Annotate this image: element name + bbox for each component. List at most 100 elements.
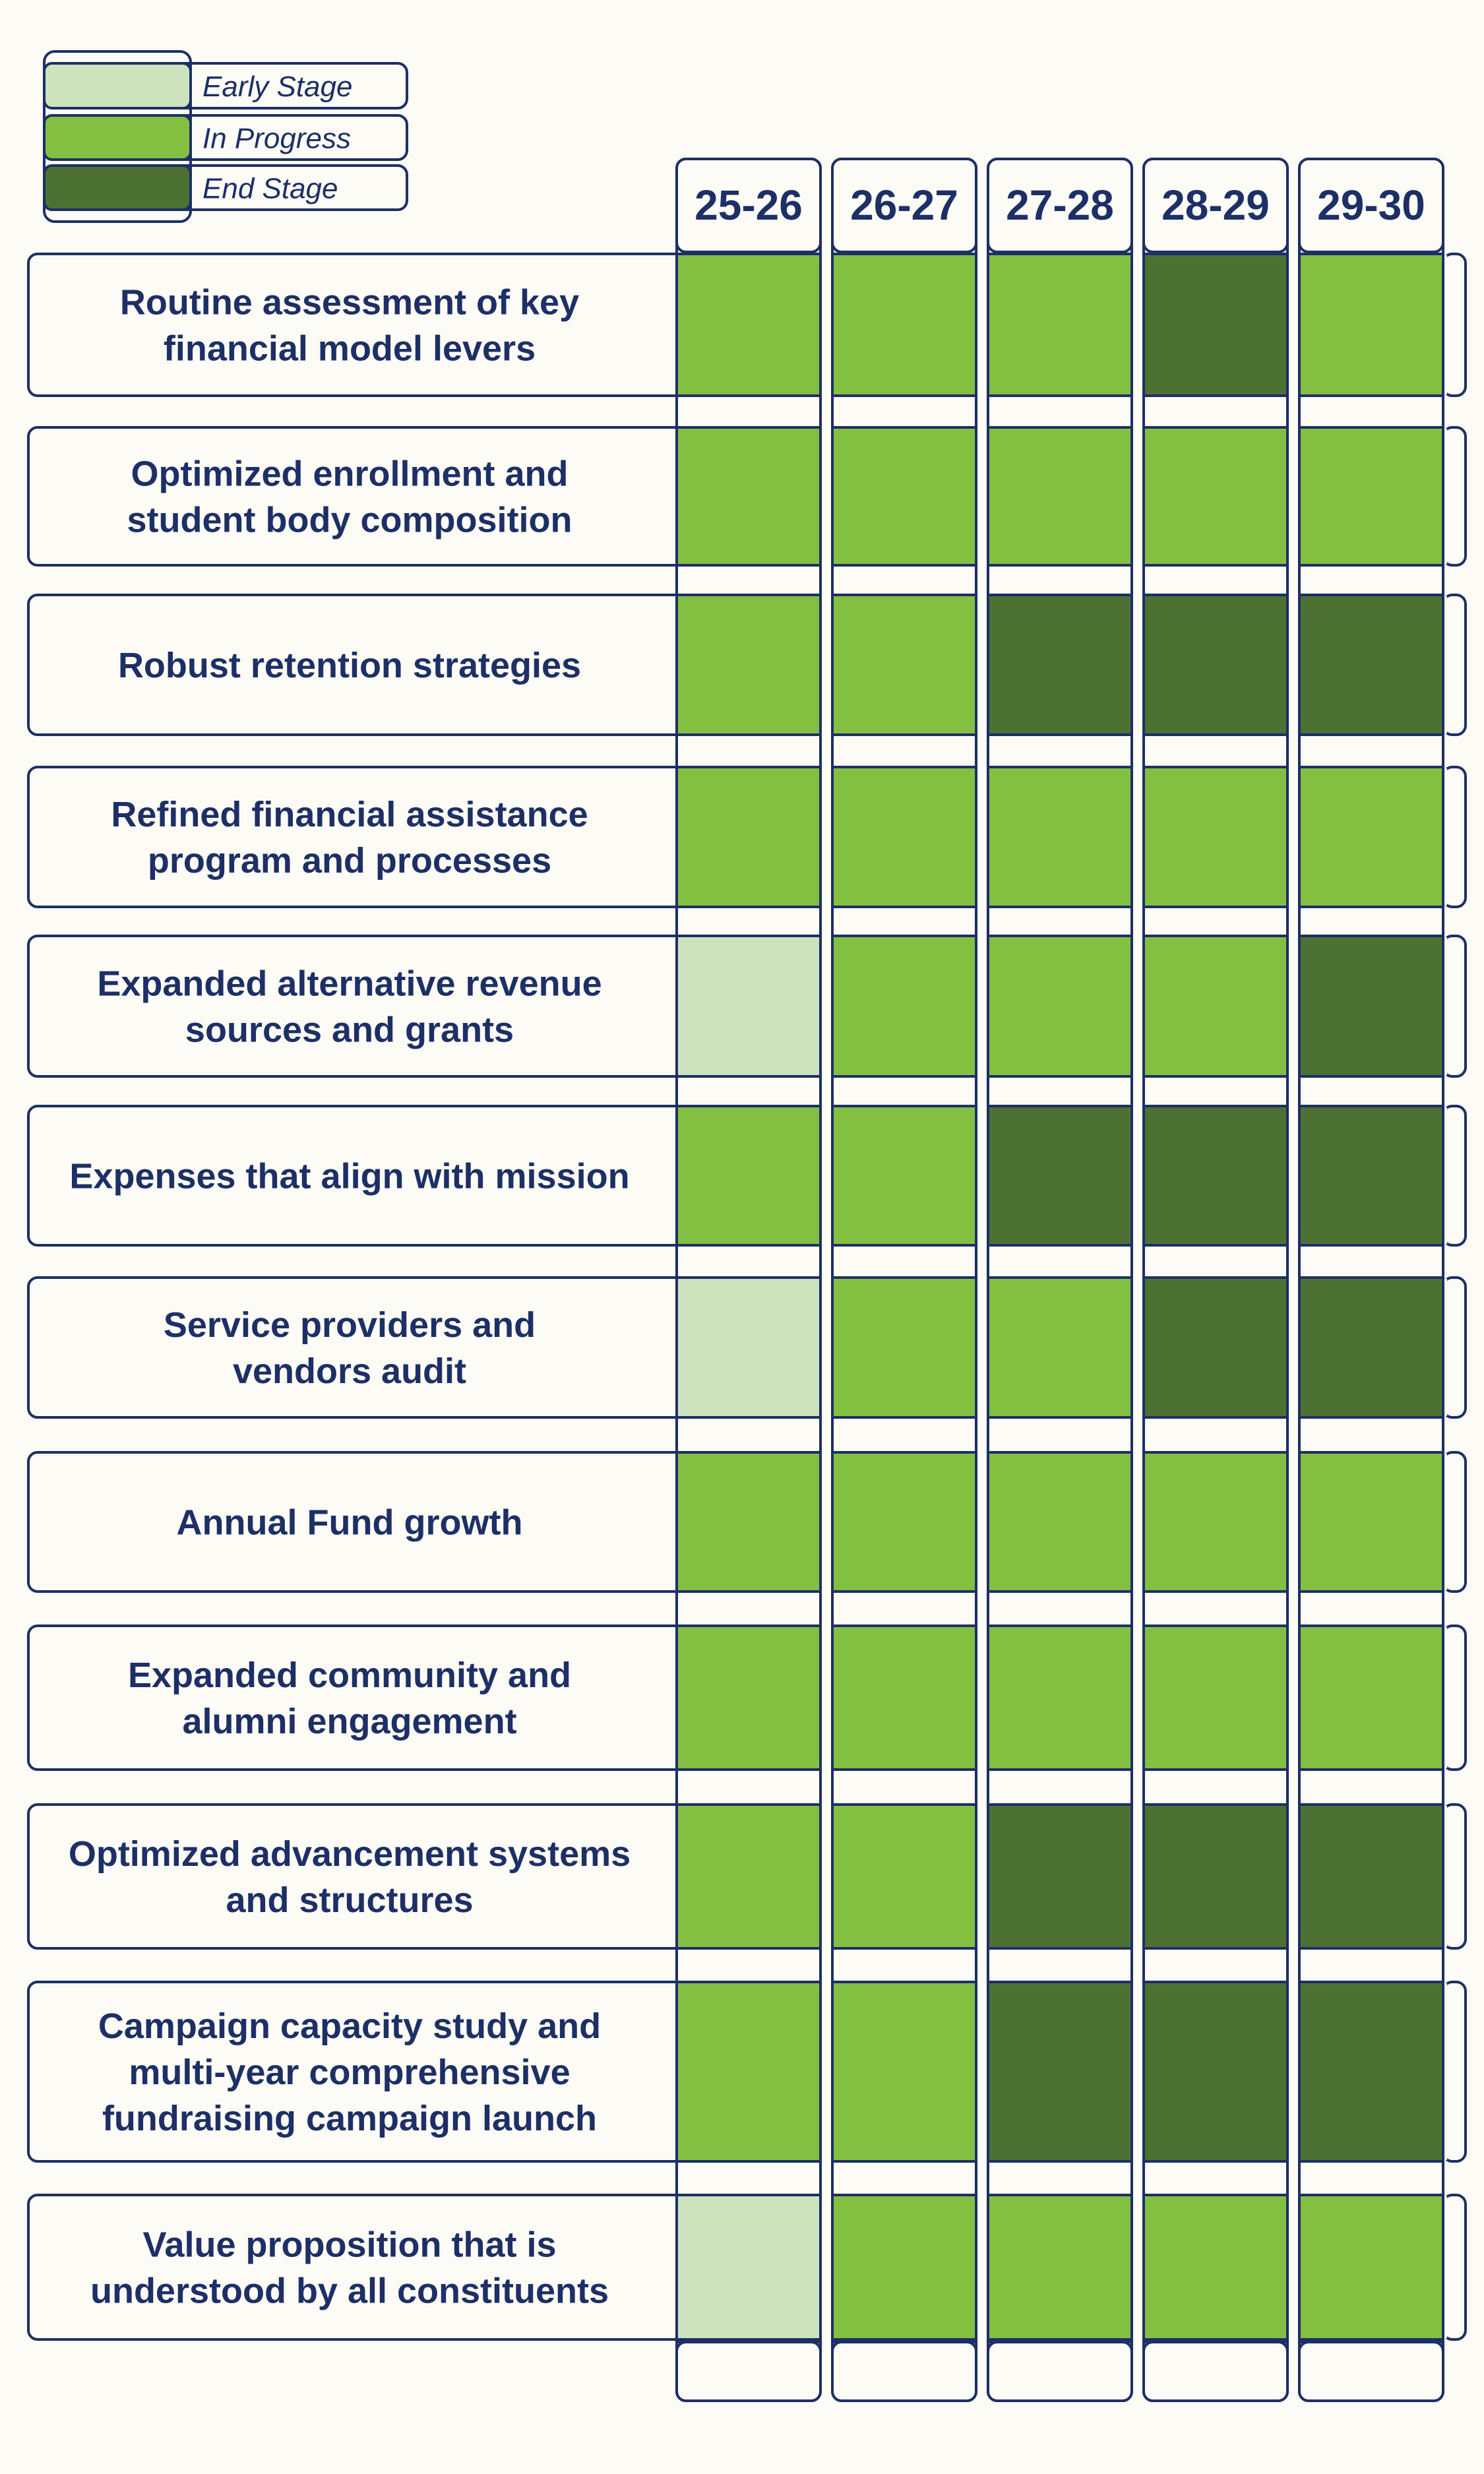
stage-cell-progress xyxy=(831,1803,977,1950)
legend-label-progress: In Progress xyxy=(202,123,351,155)
row-gap-cell xyxy=(675,394,822,429)
row-gap-cell xyxy=(987,906,1133,937)
stage-cell-end xyxy=(1142,1105,1289,1247)
stage-cell-end xyxy=(987,594,1133,736)
row-gap-cell xyxy=(1142,1075,1289,1107)
stage-cell-progress xyxy=(1142,935,1289,1078)
row-gap-cell xyxy=(1142,394,1289,429)
stage-cell-end xyxy=(1142,594,1289,736)
stage-cell-end xyxy=(1142,1276,1289,1419)
stage-cell-progress xyxy=(831,766,977,908)
stage-cell-end xyxy=(1298,1803,1444,1950)
row-gap-cell xyxy=(1298,1075,1444,1107)
row-gap-cell xyxy=(987,1947,1133,1983)
initiative-label-line: program and processes xyxy=(148,841,551,881)
initiative-label-line: multi-year comprehensive xyxy=(129,2053,570,2092)
row-gap-cell xyxy=(1298,1947,1444,1983)
stage-cell-progress xyxy=(1298,253,1444,397)
column-header-cell-26-27 xyxy=(831,158,977,253)
row-gap-cell xyxy=(675,1768,822,1806)
row-gap-cell xyxy=(1142,1244,1289,1279)
stage-cell-early xyxy=(675,1276,822,1419)
initiative-label-box xyxy=(27,1624,718,1771)
row-gap-cell xyxy=(831,1947,977,1983)
row-gap-cell xyxy=(675,733,822,768)
stage-cell-progress xyxy=(675,1105,822,1247)
stage-cell-end xyxy=(1298,1105,1444,1247)
stage-cell-end xyxy=(1142,1803,1289,1950)
row-gap-cell xyxy=(987,1416,1133,1454)
stage-cell-end xyxy=(1298,1981,1444,2163)
stage-cell-progress xyxy=(987,253,1133,397)
stage-cell-progress xyxy=(987,1624,1133,1771)
row-gap-cell xyxy=(987,1075,1133,1107)
row-gap-cell xyxy=(987,1768,1133,1806)
stage-cell-progress xyxy=(831,253,977,397)
initiative-row-5: Expanded alternative revenue sources and … xyxy=(27,935,1467,1078)
initiative-row-11: Campaign capacity study and multi-year co… xyxy=(27,1981,1467,2163)
stage-cell-progress xyxy=(987,426,1133,567)
row-gap-cell xyxy=(1298,1590,1444,1627)
initiative-row-12: Value proposition that is understood by a… xyxy=(27,2194,1467,2341)
legend-swatch-column xyxy=(43,50,192,223)
initiative-row-4: Refined financial assistance program and … xyxy=(27,766,1467,908)
stage-cell-progress xyxy=(1298,1624,1444,1771)
stage-cell-progress xyxy=(675,1803,822,1950)
stage-cell-progress xyxy=(987,935,1133,1078)
stage-cell-progress xyxy=(831,426,977,567)
stage-cell-end xyxy=(1298,594,1444,736)
stage-cell-progress xyxy=(1142,1624,1289,1771)
stage-cell-progress xyxy=(675,253,822,397)
row-gap-cell xyxy=(987,394,1133,429)
row-gap-cell xyxy=(1298,733,1444,768)
stage-cell-progress xyxy=(675,1981,822,2163)
initiative-label-line: and structures xyxy=(226,1880,473,1920)
stage-cell-progress xyxy=(675,1624,822,1771)
stage-cell-progress xyxy=(987,2194,1133,2341)
initiative-label-box xyxy=(27,935,718,1078)
row-gap-cell xyxy=(675,1947,822,1983)
row-gap-cell xyxy=(675,1244,822,1279)
initiative-rows: Routine assessment of key financial model… xyxy=(27,253,1467,2341)
column-header-26-27: 26-27 xyxy=(850,181,958,229)
stage-cell-progress xyxy=(1142,1451,1289,1593)
column-footer-cell-28-29 xyxy=(1142,2341,1289,2402)
row-gap-cell xyxy=(1298,1244,1444,1279)
initiative-label-line: Expanded community and xyxy=(128,1655,571,1695)
row-gap-cell xyxy=(1298,1768,1444,1806)
column-header-cell-29-30 xyxy=(1298,158,1444,253)
initiative-label-line: financial model levers xyxy=(164,329,536,369)
stage-cell-end xyxy=(1298,935,1444,1078)
stage-cell-progress xyxy=(831,935,977,1078)
stage-cell-end xyxy=(987,1803,1133,1950)
column-footer-cell-29-30 xyxy=(1298,2341,1444,2402)
column-header-27-28: 27-28 xyxy=(1006,181,1114,229)
legend-swatch-end xyxy=(43,164,192,211)
legend-label-end: End Stage xyxy=(202,173,338,205)
row-gap-cell xyxy=(1142,2160,1289,2196)
row-gap-cell xyxy=(1142,1947,1289,1983)
stage-cell-progress xyxy=(831,1276,977,1419)
initiative-label-line: Campaign capacity study and xyxy=(98,2006,601,2046)
initiative-label-line: understood by all constituents xyxy=(90,2272,609,2311)
initiative-row-2: Optimized enrollment and student body com… xyxy=(27,426,1467,567)
row-gap-cell xyxy=(1298,1416,1444,1454)
row-gap-cell xyxy=(831,1768,977,1806)
column-header-cell-25-26 xyxy=(675,158,822,253)
initiative-row-7: Service providers and vendors audit xyxy=(27,1276,1467,1419)
row-gap-cell xyxy=(987,1244,1133,1279)
column-footer-cell-25-26 xyxy=(675,2341,822,2402)
stage-cell-progress xyxy=(987,1276,1133,1419)
row-gap-cell xyxy=(1298,906,1444,937)
row-gap-cell xyxy=(675,564,822,596)
stage-cell-early xyxy=(675,935,822,1078)
stage-cell-early xyxy=(675,2194,822,2341)
row-gap-cell xyxy=(987,564,1133,596)
stage-cell-progress xyxy=(1298,426,1444,567)
row-gap-cell xyxy=(1298,394,1444,429)
stage-cell-progress xyxy=(987,1451,1133,1593)
column-header-cell-28-29 xyxy=(1142,158,1289,253)
stage-cell-progress xyxy=(831,1451,977,1593)
stage-cell-progress xyxy=(1298,766,1444,908)
row-gap-cell xyxy=(831,1416,977,1454)
